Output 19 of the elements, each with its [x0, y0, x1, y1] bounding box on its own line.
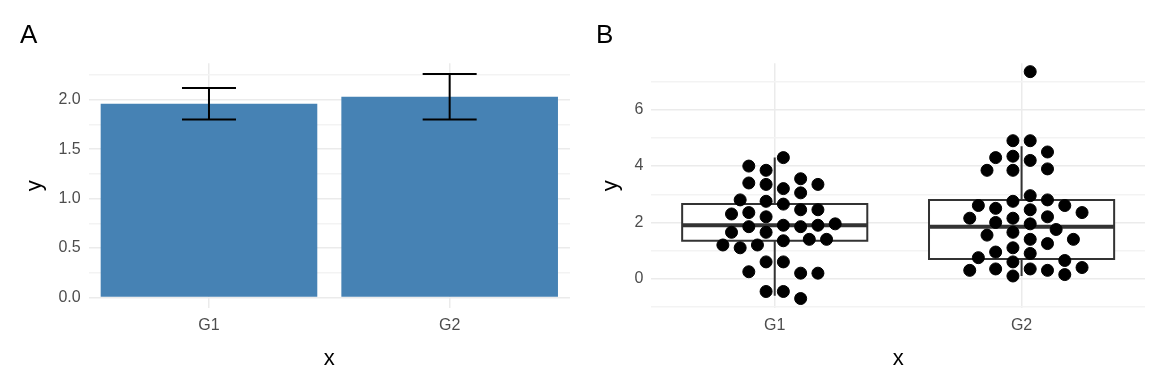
x-tick-label: G2 — [438, 316, 461, 334]
y-tick-label: 0.0 — [58, 287, 81, 305]
chart-title: B — [596, 18, 614, 49]
x-axis-title: x — [892, 344, 904, 370]
y-tick-label: 1.0 — [58, 189, 81, 207]
y-tick-label: 2 — [634, 212, 644, 230]
x-tick-label: G1 — [198, 316, 220, 334]
y-axis-title: y — [597, 180, 623, 192]
y-tick-label: 0.5 — [58, 238, 81, 256]
x-tick-label: G1 — [764, 316, 786, 334]
x-axis-title: x — [323, 344, 335, 370]
y-tick-label: 6 — [634, 100, 644, 118]
y-axis-title: y — [21, 180, 47, 192]
y-tick-label: 2.0 — [58, 90, 81, 108]
y-tick-label: 1.5 — [58, 139, 81, 157]
y-tick-label: 4 — [634, 156, 644, 174]
x-tick-label: G2 — [1010, 316, 1033, 334]
y-tick-label: 0 — [634, 269, 644, 287]
chart-title: A — [20, 18, 38, 49]
